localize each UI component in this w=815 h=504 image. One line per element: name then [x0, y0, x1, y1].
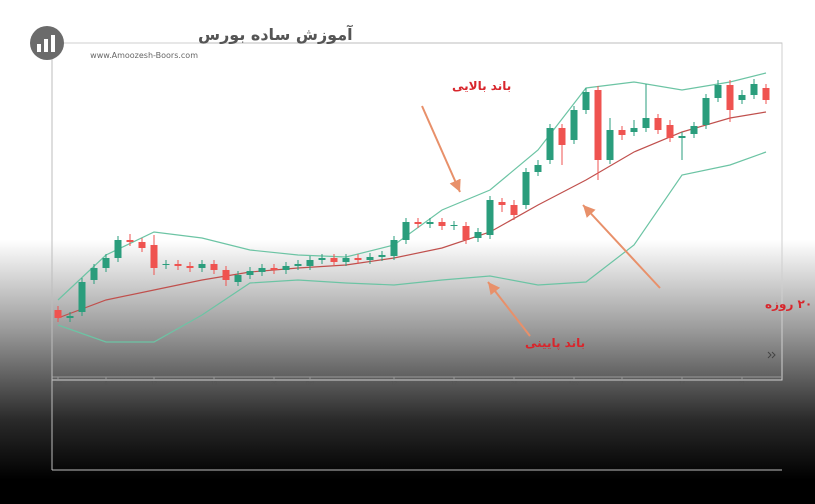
candle-body	[354, 258, 362, 260]
x-tick-label: 21	[739, 381, 745, 387]
candle-body	[606, 130, 614, 160]
candle-body	[762, 88, 770, 100]
logo-icon	[51, 35, 55, 52]
candle-body	[522, 172, 530, 205]
plot: Sep 6 12 19 26 Oct 12 17 24 Nov 7 14 21	[53, 72, 770, 387]
candle-body	[102, 258, 110, 268]
candle-body	[306, 260, 314, 266]
candle-body	[534, 165, 542, 172]
band-line	[57, 151, 767, 343]
candle-body	[342, 258, 350, 262]
candle-body	[282, 266, 290, 270]
candle-body	[462, 226, 470, 240]
x-tick-label: 24	[511, 381, 517, 387]
scroll-icon	[771, 351, 776, 359]
annotation: خط مووینگ اوریج ۲۰ روزه	[765, 297, 815, 312]
candle-body	[630, 128, 638, 132]
logo-title: آموزش ساده بورس	[198, 24, 353, 44]
logo: آموزش ساده بورس www.Amoozesh-Boors.com	[30, 24, 353, 60]
candle-body	[714, 85, 722, 98]
candle-body	[330, 258, 338, 262]
candle-body	[450, 225, 458, 226]
x-tick-label: 6	[104, 381, 107, 387]
x-tick-label: 12	[151, 381, 157, 387]
candle-body	[246, 271, 254, 275]
arrow	[421, 105, 461, 193]
band-line	[57, 111, 767, 319]
scroll-icon	[767, 351, 772, 359]
candle-body	[474, 232, 482, 238]
arrow	[487, 281, 531, 337]
candle-body	[150, 245, 158, 268]
candle-body	[66, 316, 74, 318]
candle-body	[426, 222, 434, 224]
candle-body	[366, 257, 374, 260]
candle-body	[90, 268, 98, 280]
candle-body	[186, 266, 194, 268]
logo-url: www.Amoozesh-Boors.com	[90, 51, 198, 60]
candle-body	[78, 282, 86, 312]
candle-body	[210, 264, 218, 270]
candle-body	[642, 118, 650, 128]
candle-body	[126, 240, 134, 242]
candle-body	[546, 128, 554, 160]
candle-body	[114, 240, 122, 258]
candle-body	[174, 264, 182, 266]
logo-icon	[37, 44, 41, 52]
candle-body	[438, 222, 446, 226]
x-tick-label: 17	[451, 381, 457, 387]
annotation: باند پایینی	[525, 336, 585, 350]
plot-frame	[51, 42, 783, 381]
annotation: باند بالایی	[452, 79, 511, 93]
candle-body	[498, 202, 506, 205]
candle-body	[618, 130, 626, 135]
x-tick-label: 26	[271, 381, 277, 387]
candle-body	[222, 270, 230, 280]
candle-body	[390, 240, 398, 256]
candle-body	[558, 128, 566, 145]
candle-body	[678, 136, 686, 138]
candle-body	[138, 242, 146, 248]
band-line	[57, 72, 767, 301]
x-tick-label: 12	[391, 381, 397, 387]
x-tick-label: Oct	[306, 381, 315, 387]
candle-body	[198, 264, 206, 268]
arrow	[582, 204, 661, 289]
x-tick-label: 7	[620, 381, 623, 387]
candle-body	[726, 85, 734, 110]
candle-body	[690, 126, 698, 134]
x-tick-label: 19	[211, 381, 217, 387]
candle-body	[318, 258, 326, 260]
candle-body	[294, 264, 302, 266]
candle-body	[414, 222, 422, 224]
candle-body	[234, 275, 242, 282]
candle-body	[402, 222, 410, 240]
candle-body	[666, 125, 674, 138]
candle-body	[54, 310, 62, 318]
candle-body	[162, 264, 170, 265]
candle-body	[486, 200, 494, 235]
x-tick-label: Nov	[569, 381, 579, 387]
x-tick-label: 14	[679, 381, 685, 387]
candle-body	[750, 84, 758, 95]
candle-body	[270, 268, 278, 270]
candle-body	[594, 90, 602, 160]
candle-body	[258, 268, 266, 272]
x-tick-label: Sep	[53, 381, 62, 387]
candle-body	[570, 110, 578, 140]
candle-body	[582, 92, 590, 110]
candle-body	[702, 98, 710, 125]
candle-body	[510, 205, 518, 215]
candle-body	[654, 118, 662, 130]
candle-body	[738, 95, 746, 100]
logo-icon	[44, 39, 48, 52]
candle-body	[378, 255, 386, 257]
